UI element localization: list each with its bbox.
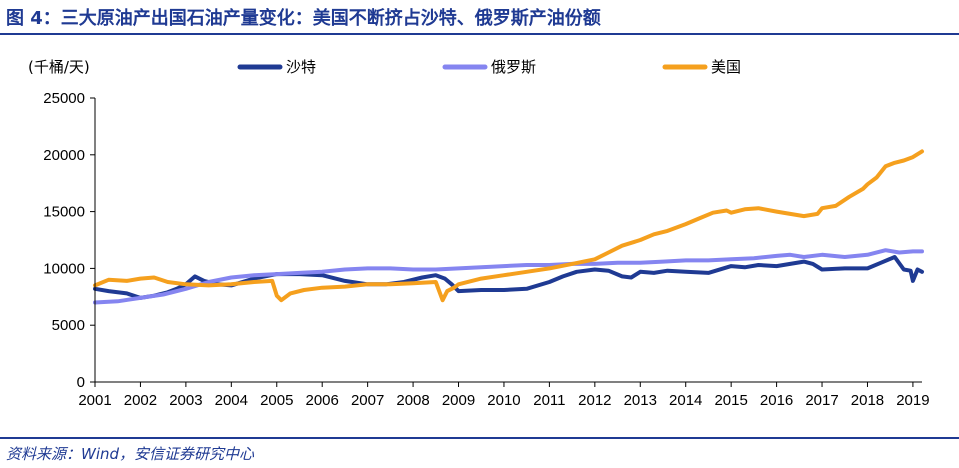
y-tick-label: 5000: [52, 317, 85, 334]
x-tick-label: 2008: [396, 392, 429, 409]
y-tick-label: 15000: [43, 204, 85, 221]
x-tick-label: 2018: [851, 392, 884, 409]
source-note: 资料来源：Wind，安信证券研究中心: [6, 445, 255, 463]
x-tick-label: 2014: [669, 392, 702, 409]
y-tick-label: 20000: [43, 147, 85, 164]
y-tick-label: 0: [77, 374, 85, 391]
x-tick-label: 2011: [533, 392, 565, 409]
title-divider: [0, 33, 959, 35]
legend-label: 俄罗斯: [491, 58, 536, 76]
y-tick-labels: 0 5000 10000 15000 20000 25000: [43, 90, 95, 391]
x-tick-label: 2009: [442, 392, 475, 409]
series-lines: [93, 149, 924, 305]
x-tick-label: 2007: [351, 392, 384, 409]
x-tick-label: 2002: [124, 392, 157, 409]
x-tick-label: 2019: [896, 392, 929, 409]
legend-label: 美国: [711, 58, 741, 76]
x-tick-label: 2015: [714, 392, 747, 409]
x-tick-labels: 2001 2002 2003 2004 2005 2006 2007 2008 2009 2010…: [78, 382, 930, 409]
x-tick-label: 2005: [260, 392, 293, 409]
series-line-1: [93, 248, 924, 305]
figure-title: 图 4：三大原油产出国石油产量变化：美国不断挤占沙特、俄罗斯产油份额: [6, 8, 601, 29]
x-tick-label: 2004: [215, 392, 248, 409]
x-tick-label: 2016: [760, 392, 793, 409]
y-tick-label: 10000: [43, 260, 85, 277]
x-tick-label: 2001: [78, 392, 111, 409]
x-tick-label: 2003: [169, 392, 202, 409]
series-line-0: [93, 255, 924, 300]
line-chart: (千桶/天) 沙特 俄罗斯 美国 0 5000 10000 15000 20000 25000…: [28, 58, 930, 409]
x-tick-label: 2012: [578, 392, 611, 409]
x-tick-label: 2017: [805, 392, 838, 409]
legend: 沙特 俄罗斯 美国: [237, 58, 741, 76]
y-tick-label: 25000: [43, 90, 85, 107]
y-axis-unit-label: (千桶/天): [28, 58, 90, 76]
legend-label: 沙特: [286, 58, 316, 76]
series-line-2: [93, 149, 924, 303]
x-tick-label: 2006: [306, 392, 339, 409]
x-tick-label: 2010: [487, 392, 520, 409]
x-tick-label: 2013: [624, 392, 657, 409]
source-divider: [0, 437, 959, 439]
